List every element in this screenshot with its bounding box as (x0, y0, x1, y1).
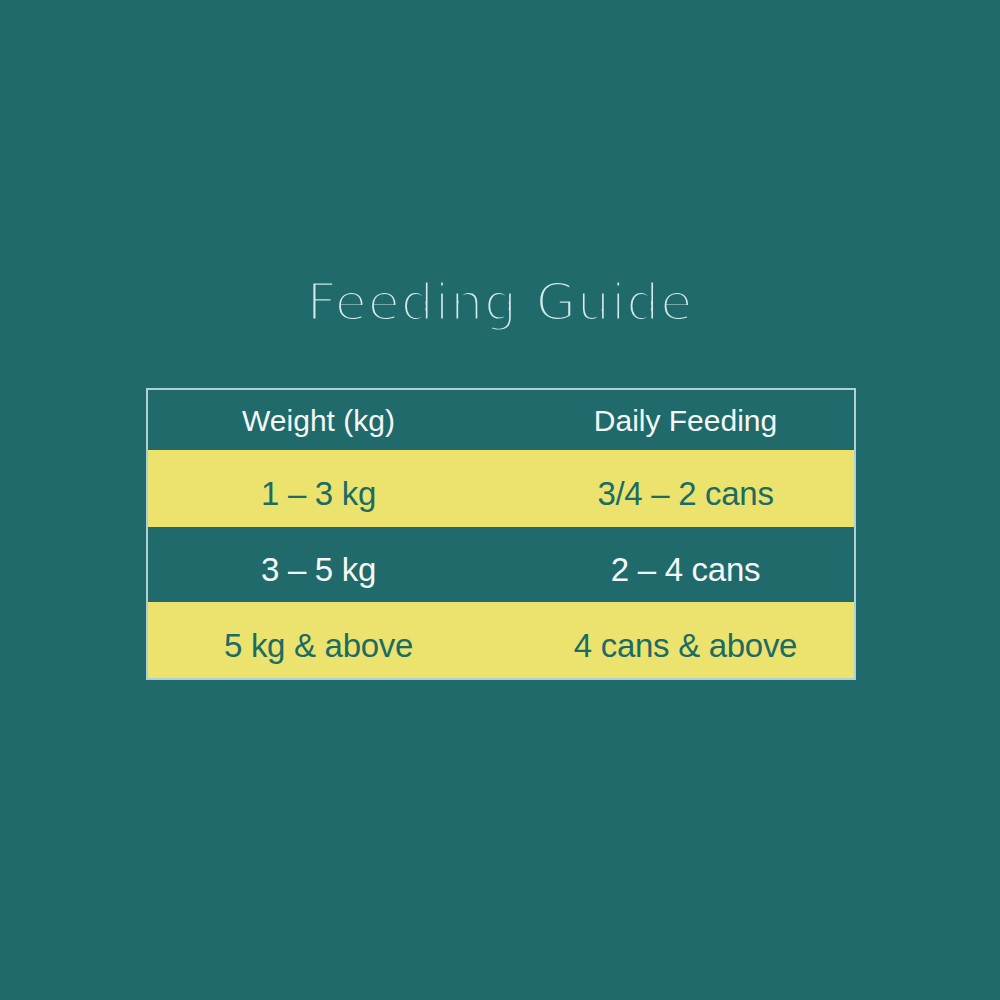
column-header-weight: Weight (kg) (142, 390, 495, 450)
feeding-cell: 3/4 – 2 cans (509, 450, 862, 527)
weight-cell: 5 kg & above (142, 602, 495, 678)
weight-cell: 3 – 5 kg (142, 527, 495, 602)
feeding-cell: 2 – 4 cans (509, 527, 862, 602)
table-row: 1 – 3 kg 3/4 – 2 cans (148, 450, 854, 527)
table-header-row: Weight (kg) Daily Feeding (148, 390, 854, 450)
page-title: Feeding Guide (0, 276, 1000, 328)
weight-cell: 1 – 3 kg (142, 450, 495, 527)
table-row: 3 – 5 kg 2 – 4 cans (148, 527, 854, 602)
table-row: 5 kg & above 4 cans & above (148, 602, 854, 678)
column-header-daily-feeding: Daily Feeding (509, 390, 862, 450)
feeding-guide-table: Weight (kg) Daily Feeding 1 – 3 kg 3/4 –… (146, 388, 856, 680)
feeding-cell: 4 cans & above (509, 602, 862, 678)
